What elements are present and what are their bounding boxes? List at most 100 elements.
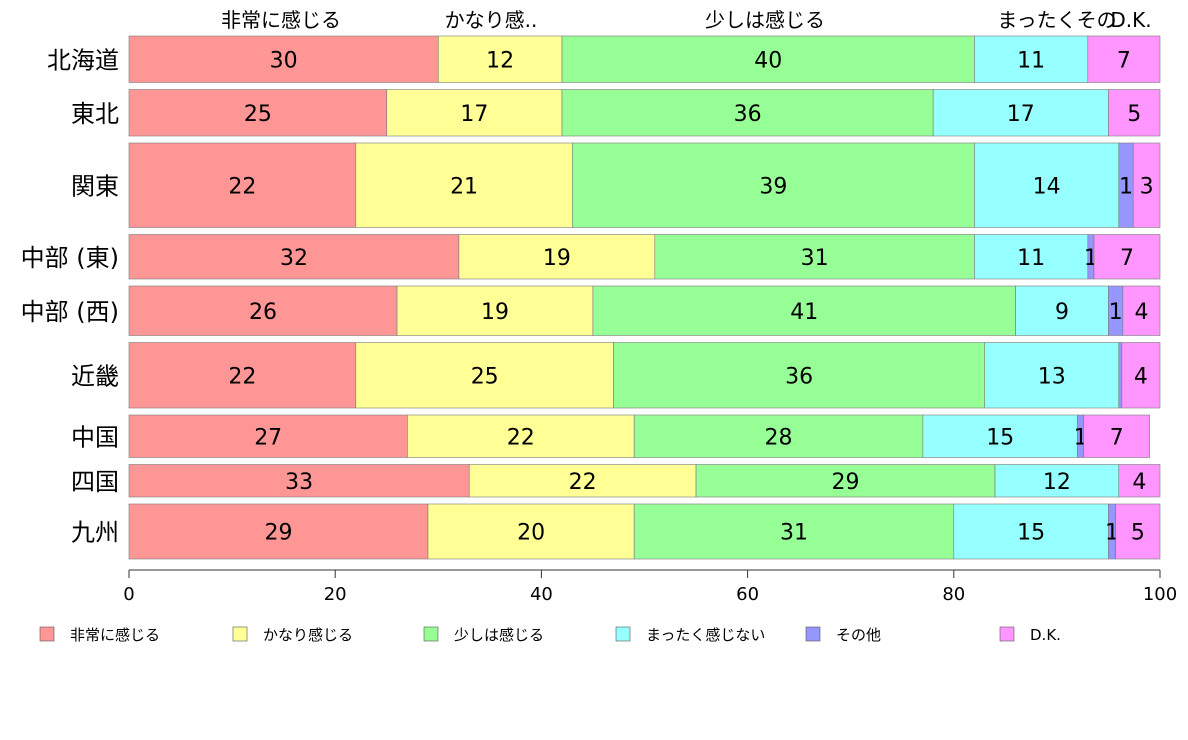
bar-segment — [128, 35, 439, 83]
category-label: 近畿 — [71, 362, 119, 390]
legend-label: まったく感じない — [646, 626, 765, 644]
x-tick-label: 80 — [942, 584, 965, 605]
data-label: 26 — [249, 300, 277, 325]
data-label: 5 — [1131, 521, 1145, 546]
data-label: 29 — [832, 470, 860, 495]
bar-segment — [468, 464, 697, 498]
top-label: 少しは感じる — [705, 8, 825, 32]
data-label: 9 — [1055, 300, 1069, 325]
bar-segment — [561, 35, 975, 83]
category-label: 東北 — [71, 100, 119, 128]
bar-segment — [437, 35, 563, 83]
data-label: 22 — [507, 425, 535, 450]
data-label: 30 — [270, 48, 298, 73]
legend-label: かなり感じる — [263, 626, 353, 644]
bar-segment — [994, 464, 1120, 498]
data-label: 12 — [486, 48, 514, 73]
data-label: 17 — [460, 102, 488, 127]
bar-segment — [1115, 503, 1161, 560]
data-label: 19 — [543, 246, 571, 271]
bar-segment — [128, 234, 460, 280]
bar-segment — [974, 234, 1089, 280]
bar-segment — [355, 142, 573, 228]
data-label: 12 — [1043, 470, 1071, 495]
category-label: 中国 — [71, 423, 119, 451]
data-label: 11 — [1017, 48, 1045, 73]
bar-segment — [128, 89, 388, 137]
bar-segment — [1083, 414, 1150, 458]
data-label: 7 — [1117, 48, 1131, 73]
data-label: 36 — [734, 102, 762, 127]
data-label: 33 — [285, 470, 313, 495]
category-label: 中部 (東) — [21, 244, 119, 272]
bar-segment — [355, 342, 614, 409]
category-label: 九州 — [71, 519, 119, 547]
data-label: 21 — [450, 174, 478, 199]
bar-segment — [974, 35, 1089, 83]
data-label: 31 — [780, 521, 808, 546]
data-label: 29 — [265, 521, 293, 546]
legend-swatch — [232, 626, 248, 642]
legend-label: その他 — [836, 626, 881, 644]
bar-segment — [695, 464, 996, 498]
bar-segment — [1132, 142, 1161, 228]
legend-label: 非常に感じる — [70, 626, 160, 644]
data-label: 28 — [765, 425, 793, 450]
category-label: 関東 — [71, 172, 119, 200]
bar-segment — [128, 503, 429, 560]
x-tick-label: 20 — [324, 584, 347, 605]
bar-segment — [613, 342, 986, 409]
data-label: 17 — [1007, 102, 1035, 127]
x-tick-label: 40 — [530, 584, 553, 605]
data-label: 27 — [254, 425, 282, 450]
data-label: 1 — [1119, 174, 1133, 199]
bar-segment — [592, 285, 1016, 336]
bar-segment — [396, 285, 594, 336]
data-label: 36 — [785, 364, 813, 389]
top-label: D.K. — [1110, 8, 1151, 32]
legend-swatch — [39, 626, 55, 642]
data-label: 1 — [1109, 300, 1123, 325]
legend-swatch — [999, 626, 1015, 642]
bar-segment — [953, 503, 1109, 560]
bar-segment — [128, 464, 470, 498]
category-label: 中部 (西) — [21, 298, 119, 326]
legend-swatch — [805, 626, 821, 642]
bar-segment — [922, 414, 1078, 458]
bar-segment — [1121, 342, 1161, 409]
bar-segment — [984, 342, 1120, 409]
x-tick-label: 0 — [123, 584, 134, 605]
data-label: 20 — [517, 521, 545, 546]
data-label: 13 — [1038, 364, 1066, 389]
data-label: 5 — [1127, 102, 1141, 127]
legend-label: 少しは感じる — [454, 626, 544, 644]
bar-segment — [386, 89, 563, 137]
top-label: 非常に感じる — [221, 8, 341, 32]
bar-segment — [1108, 89, 1161, 137]
data-label: 7 — [1110, 425, 1124, 450]
data-label: 31 — [801, 246, 829, 271]
bar-segment — [561, 89, 934, 137]
data-label: 25 — [244, 102, 272, 127]
bar-segment — [128, 414, 408, 458]
x-tick-label: 60 — [736, 584, 759, 605]
data-label: 40 — [754, 48, 782, 73]
bar-segment — [974, 142, 1120, 228]
data-label: 25 — [471, 364, 499, 389]
bar-segment — [633, 503, 955, 560]
bar-segment — [427, 503, 635, 560]
bar-segment — [458, 234, 656, 280]
bar-segment — [572, 142, 975, 228]
bar-segment — [1122, 285, 1161, 336]
data-label: 15 — [986, 425, 1014, 450]
data-label: 32 — [280, 246, 308, 271]
data-label: 14 — [1033, 174, 1061, 199]
data-label: 39 — [759, 174, 787, 199]
data-label: 22 — [228, 174, 256, 199]
bar-segment — [1087, 35, 1161, 83]
data-label: 22 — [569, 470, 597, 495]
legend-swatch — [423, 626, 439, 642]
data-label: 15 — [1017, 521, 1045, 546]
legend-label: D.K. — [1030, 626, 1061, 644]
